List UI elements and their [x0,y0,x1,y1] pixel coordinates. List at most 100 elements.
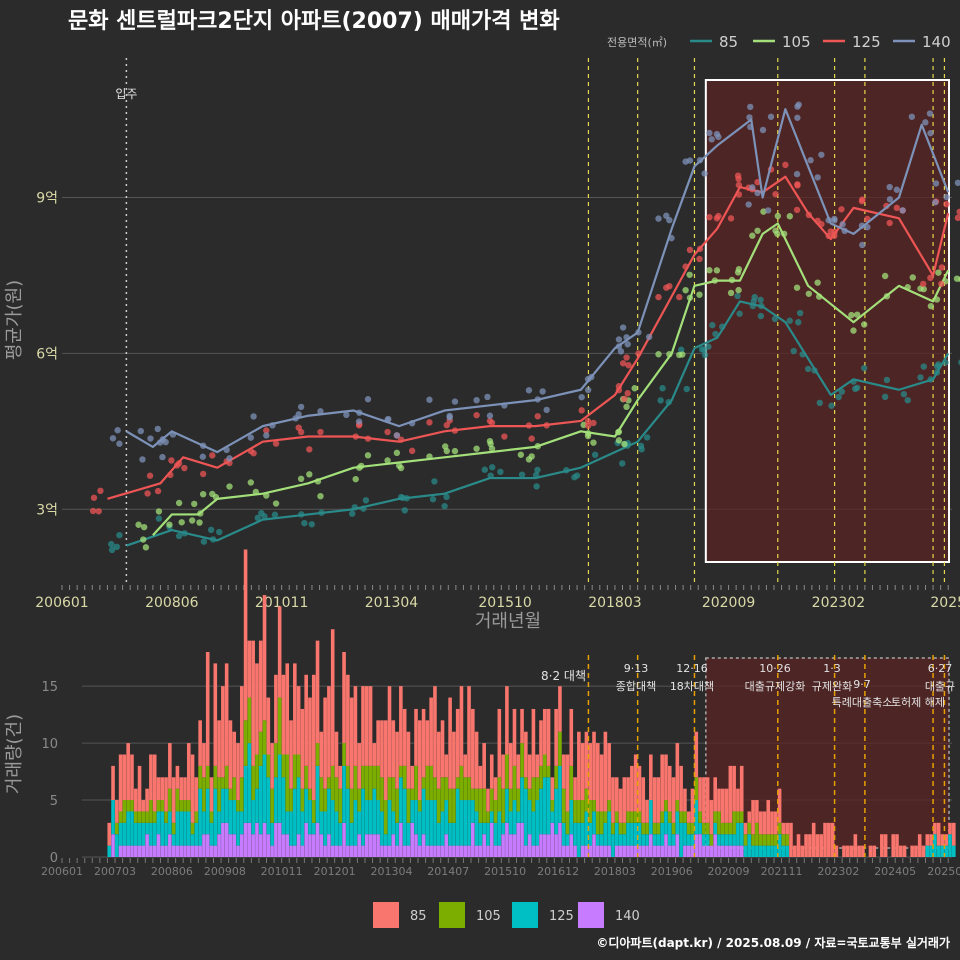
volume-bar [122,845,127,857]
volume-bar [186,743,191,801]
volume-bar [262,595,267,721]
volume-bar [683,811,687,823]
bar-legend-swatch [439,902,465,928]
volume-bar [489,788,494,812]
volume-bar [327,777,331,789]
volume-bar [664,811,668,835]
volume-bar [285,754,290,812]
volume-bar [664,800,668,812]
volume-bar [289,811,293,846]
volume-bar [171,845,176,857]
price-point [385,415,392,423]
volume-x-tick: 201906 [651,865,693,878]
volume-bar [508,834,513,857]
volume-bar [111,765,115,801]
price-point [191,500,198,508]
price-point [497,468,504,476]
volume-bar [686,822,691,835]
volume-bar [524,788,528,846]
volume-bar [274,777,278,823]
volume-bar [667,765,672,812]
volume-bar [402,708,407,766]
volume-bar [300,845,305,857]
volume-bar [505,822,509,857]
price-point [848,311,855,319]
volume-bar [156,777,161,801]
volume-bar [804,834,808,857]
price-point [364,452,372,459]
volume-bar [599,811,604,835]
volume-bar [149,845,153,857]
price-x-tick: 201510 [478,595,531,611]
volume-bar [917,834,922,857]
volume-bar [209,777,214,812]
volume-bar [505,754,509,789]
volume-bar [546,777,551,835]
volume-bar [209,811,214,823]
volume-x-tick: 201011 [261,865,303,878]
volume-bar [255,754,259,789]
volume-bar [376,834,380,857]
volume-bar [497,845,502,857]
volume-bar [145,811,149,823]
volume-bar [149,754,153,801]
price-point [709,321,716,329]
price-point [443,421,450,429]
volume-bar [630,822,634,846]
volume-bar [618,834,623,846]
volume-bar [667,822,672,846]
volume-bar [436,845,441,857]
volume-bar [524,845,528,857]
price-point [831,215,838,223]
volume-bar [266,697,271,755]
volume-bar [508,788,513,812]
price-point [767,113,775,120]
volume-bar [270,845,274,857]
price-y-tick: 3억 [36,502,58,518]
volume-bar [720,822,725,835]
volume-bar [580,743,585,801]
volume-bar [732,834,736,846]
price-point [481,466,488,473]
price-point [486,412,494,419]
volume-bar [399,765,403,778]
volume-bar [281,834,286,857]
price-point [578,393,585,401]
volume-bar [383,720,388,801]
price-point [655,215,662,222]
price-point [858,197,866,205]
price-point [904,396,911,404]
volume-bar [558,731,562,766]
volume-bar [141,811,146,823]
volume-x-tick: 200908 [204,865,246,878]
volume-bar [751,845,755,857]
volume-bar [622,822,627,835]
volume-bar [418,811,422,846]
volume-bar [221,777,225,789]
volume-bar [364,834,369,857]
price-point [623,354,630,361]
volume-bar [516,754,521,789]
volume-bar [671,777,676,823]
volume-bar [789,822,793,857]
volume-bar [304,822,308,857]
volume-bar [758,845,763,857]
volume-bar [115,834,119,857]
volume-bar [819,834,824,857]
volume-x-tick: 201803 [594,865,636,878]
volume-bar [277,822,282,857]
price-point [517,451,525,458]
volume-bar [141,845,146,857]
volume-bar [232,777,237,801]
volume-bar [198,720,202,766]
volume-bar [357,743,362,789]
volume-bar [387,777,392,801]
volume-bar [319,811,324,835]
volume-bar [482,743,486,789]
volume-bar [156,800,161,812]
price-point [678,346,685,353]
volume-bar [569,800,574,835]
price-point [166,521,173,528]
policy-label: 8·2 대책 [541,668,586,683]
volume-bar [168,743,172,789]
